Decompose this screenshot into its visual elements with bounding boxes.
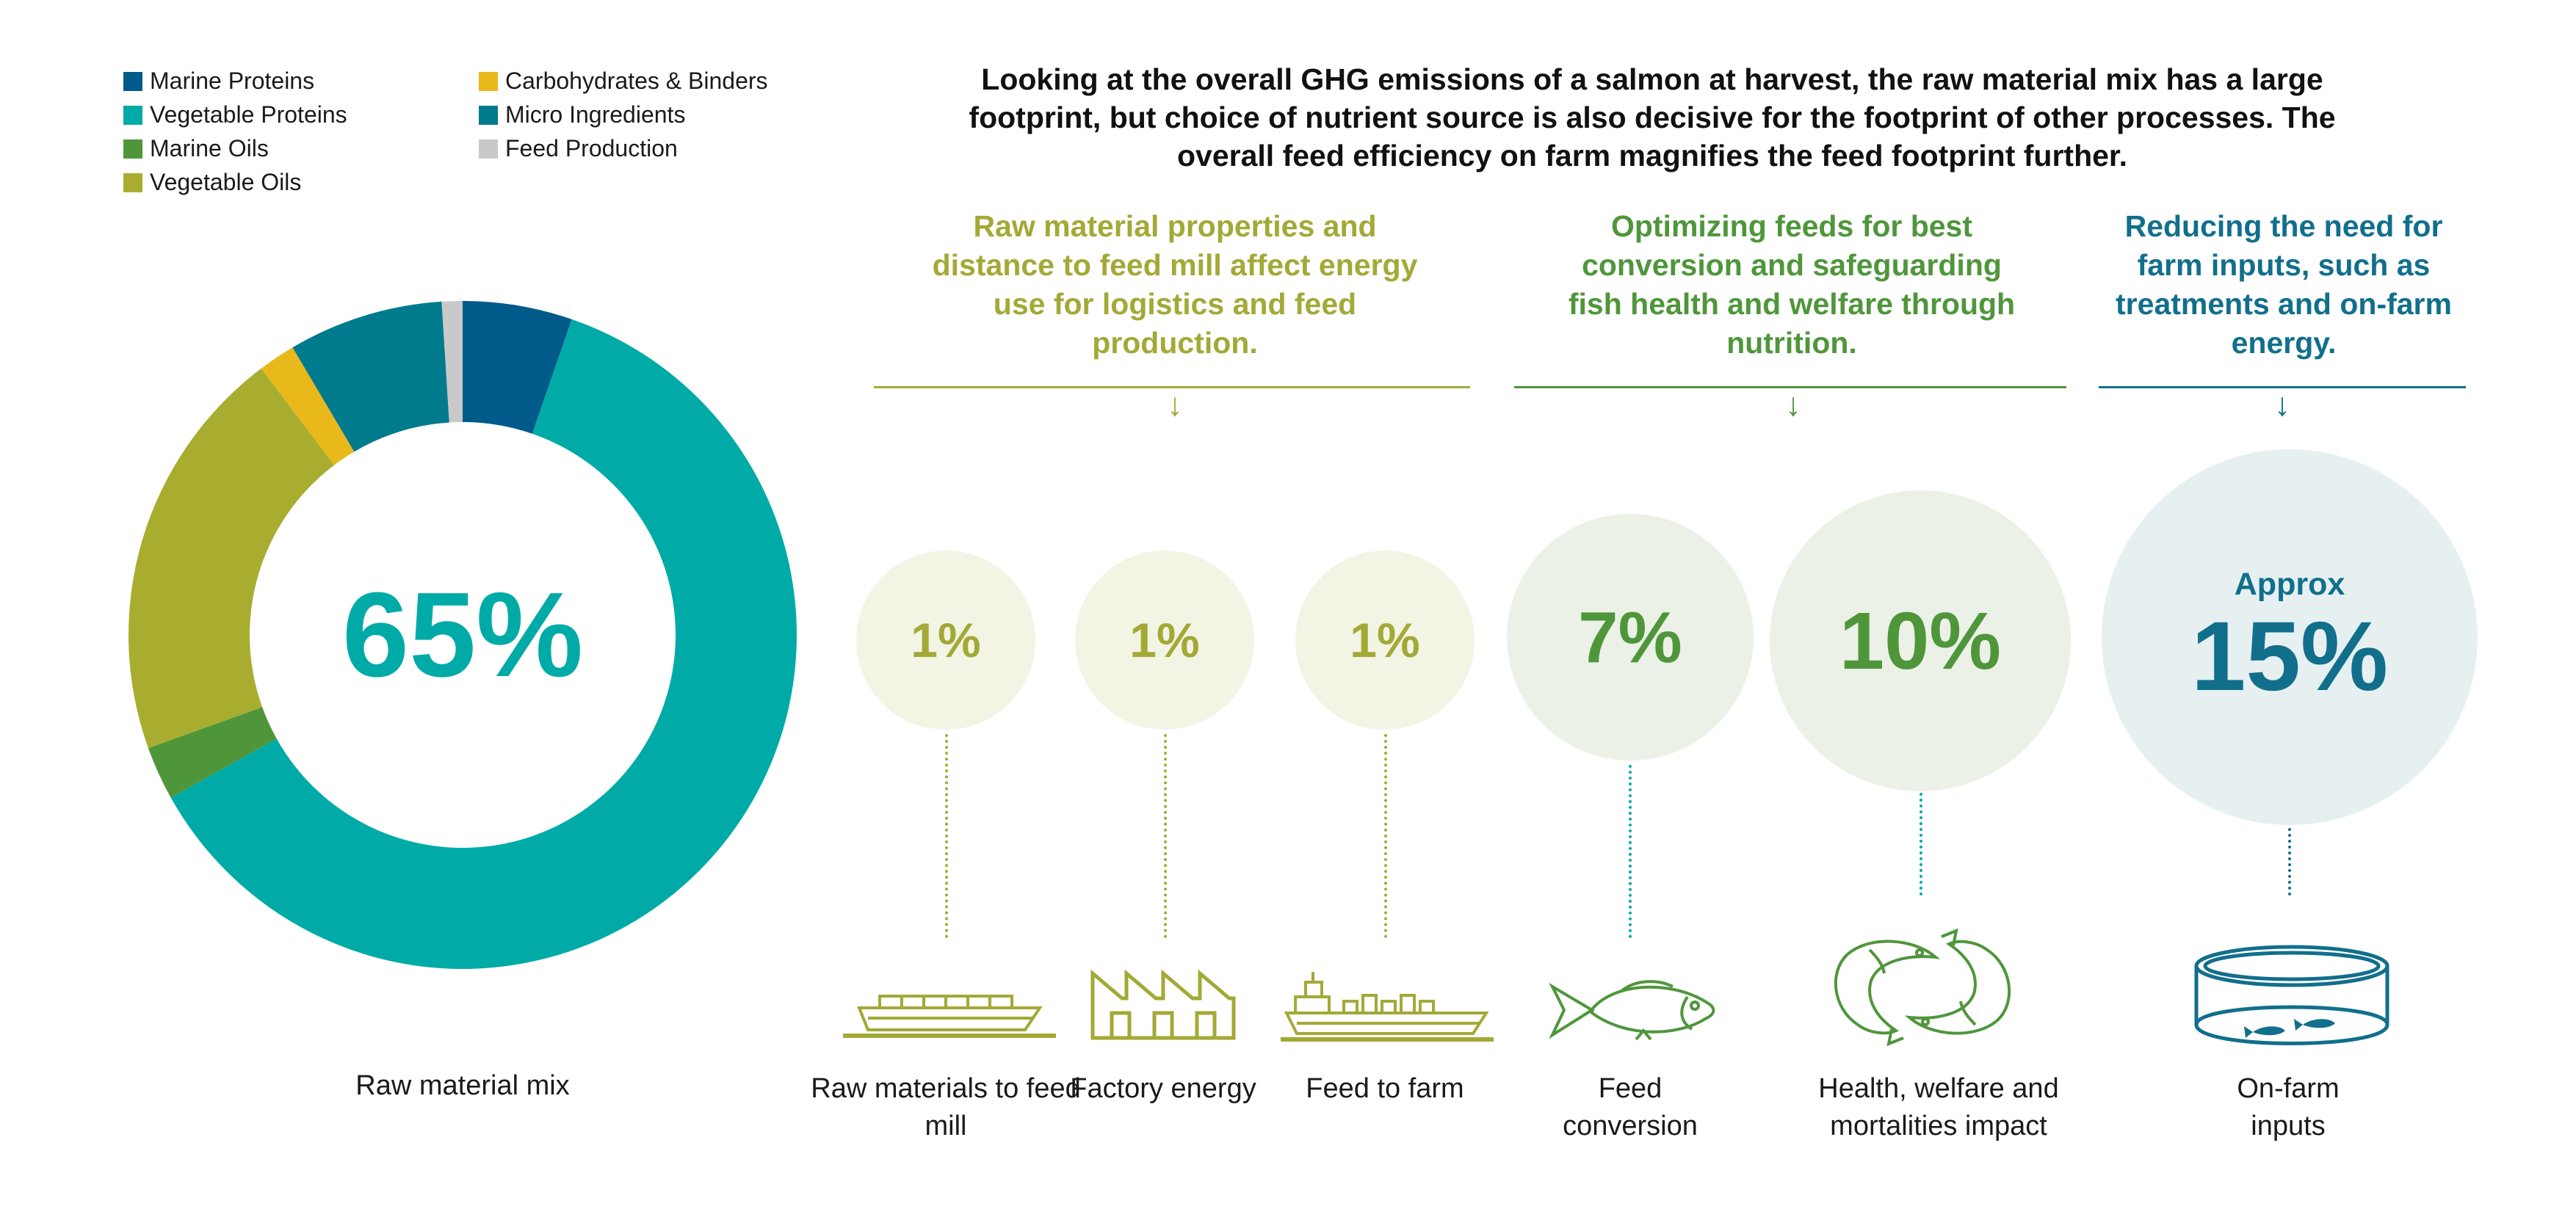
arrow-down-icon: ↓ [2274, 387, 2290, 423]
item-label-health-welfare: Health, welfare and mortalities impact [1818, 1073, 2059, 1141]
impact-value: 1% [1350, 613, 1420, 667]
legend-label: Carbohydrates & Binders [505, 68, 768, 94]
impact-value: 7% [1578, 596, 1682, 678]
arrow-down-icon: ↓ [1785, 387, 1801, 423]
two-salmon-icon [1834, 928, 2011, 1047]
legend-swatch [479, 139, 498, 159]
legend-label: Feed Production [505, 135, 678, 161]
arrow-down-icon: ↓ [1167, 387, 1183, 423]
impact-value: 1% [1129, 613, 1200, 667]
group-divider [2099, 386, 2466, 388]
donut-slice-marine-proteins [463, 301, 572, 434]
impact-value: 15% [2190, 601, 2389, 711]
dotted-connector [1629, 765, 1632, 938]
impact-value: 10% [1839, 595, 2002, 686]
donut-slice-feed-production [441, 301, 463, 423]
item-label-factory-energy: Factory energy [1070, 1073, 1256, 1104]
legend-label: Vegetable Oils [150, 169, 302, 195]
legend-swatch [123, 139, 142, 159]
donut-slice-carbohydrates-binders [261, 347, 355, 465]
item-label-feed-conversion: Feed conversion [1563, 1073, 1698, 1141]
impact-circle: 10% [1770, 490, 2071, 791]
legend-label: Vegetable Proteins [150, 101, 347, 128]
donut-slice-micro-ingredients [292, 301, 449, 452]
fish-pen-icon [2194, 945, 2389, 1045]
item-label-on-farm-inputs: On-farm inputs [2237, 1073, 2340, 1141]
legend-item-vegetable-oils: Vegetable Oils [123, 169, 301, 196]
legend-swatch [479, 71, 498, 91]
dotted-connector [2288, 828, 2291, 896]
legend-item-marine-proteins: Marine Proteins [123, 68, 314, 95]
donut-slice-marine-oils [148, 707, 277, 798]
impact-value: 1% [911, 613, 981, 667]
donut-center-value: 65% [341, 567, 584, 702]
group-title-nutrition: Optimizing feeds for best conversion and… [1568, 209, 2016, 360]
donut-slice-vegetable-oils [128, 368, 335, 749]
legend-item-carbohydrates-binders: Carbohydrates & Binders [479, 68, 768, 95]
group-divider [1514, 386, 2066, 388]
item-label-feed-to-farm: Feed to farm [1306, 1073, 1464, 1104]
impact-circle: Approx 15% [2102, 449, 2478, 825]
legend-label: Marine Oils [150, 135, 269, 161]
legend-swatch [123, 173, 142, 192]
dotted-connector [945, 734, 948, 938]
fish-icon [1549, 980, 1715, 1041]
legend-item-vegetable-proteins: Vegetable Proteins [123, 101, 347, 128]
cargo-ship-icon [843, 995, 1056, 1038]
raw-material-donut-chart [128, 301, 797, 969]
item-label-raw-materials: Raw materials to feed mill [811, 1073, 1081, 1141]
legend-label: Micro Ingredients [505, 101, 686, 128]
impact-circle: 1% [856, 551, 1035, 730]
legend-item-micro-ingredients: Micro Ingredients [479, 101, 685, 128]
dotted-connector [1384, 734, 1387, 938]
factory-icon [1090, 969, 1236, 1040]
group-title-farm-inputs: Reducing the need for farm inputs, such … [2116, 209, 2452, 360]
dotted-connector [1164, 734, 1167, 938]
group-title-logistics: Raw material properties and distance to … [932, 209, 1418, 360]
legend-item-feed-production: Feed Production [479, 135, 678, 162]
legend-label: Marine Proteins [150, 68, 315, 94]
legend-swatch [123, 105, 142, 125]
feed-vessel-icon [1281, 972, 1494, 1042]
impact-circle: 7% [1507, 514, 1754, 760]
legend-item-marine-oils: Marine Oils [123, 135, 269, 162]
impact-circle: 1% [1295, 551, 1475, 730]
dotted-connector [1920, 793, 1922, 896]
intro-text: Looking at the overall GHG emissions of … [969, 62, 2336, 173]
impact-circle: 1% [1075, 551, 1254, 730]
legend-swatch [123, 71, 142, 91]
group-divider [874, 386, 1470, 388]
donut-slice-vegetable-proteins [170, 319, 797, 969]
impact-prefix: Approx [2234, 566, 2345, 602]
donut-label: Raw material mix [355, 1070, 570, 1101]
legend-swatch [479, 105, 498, 125]
